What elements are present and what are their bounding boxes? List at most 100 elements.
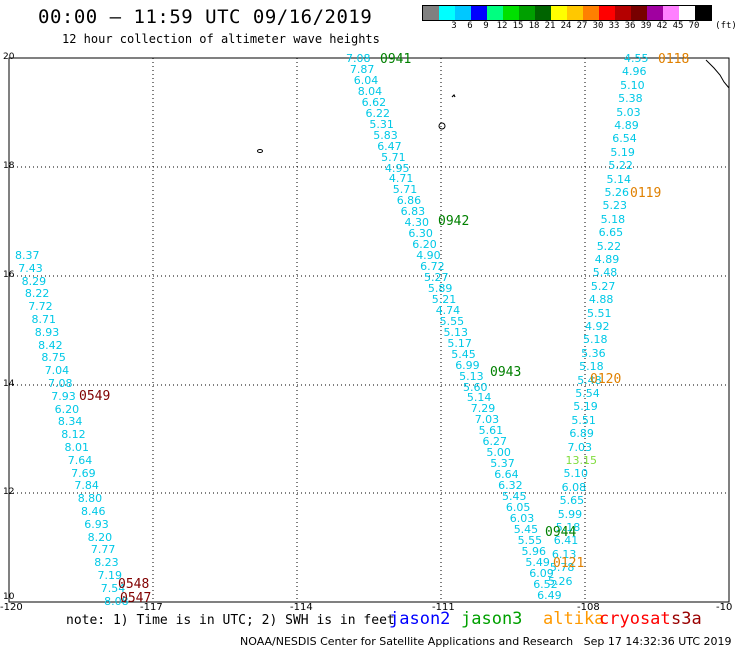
satellite-legend-jason3: jason3: [461, 609, 523, 629]
wave-height-value: 6.41: [553, 534, 579, 548]
wave-height-value: 8.04: [357, 84, 383, 98]
wave-height-value: 5.27: [590, 279, 616, 293]
wave-height-value: 5.13: [443, 325, 469, 339]
wave-height-value: 6.83: [400, 205, 426, 219]
latitude-tick: 10: [3, 592, 15, 602]
wave-height-value: 5.60: [463, 380, 488, 394]
pass-time-label: 0119: [630, 186, 662, 201]
scale-swatch: [663, 6, 679, 20]
wave-height-value: 5.65: [559, 494, 585, 508]
wave-height-value: 4.90: [416, 249, 441, 263]
wave-height-value: 5.19: [610, 145, 635, 159]
latitude-tick: 20: [3, 52, 15, 62]
wave-height-value: 5.36: [581, 346, 606, 360]
longitude-tick: -111: [432, 602, 455, 613]
pass-time-label: 0548: [118, 577, 150, 592]
wave-height-value: 5.03: [616, 105, 641, 119]
island-feature: [451, 93, 456, 98]
wave-height-value: 6.86: [396, 194, 422, 208]
scale-swatch: [695, 6, 711, 20]
wave-height-value: 5.00: [486, 446, 511, 460]
scale-swatch: [631, 6, 647, 20]
wave-height-value: 8.75: [41, 351, 66, 365]
scale-label: 21: [544, 21, 556, 31]
wave-height-value: 6.22: [365, 106, 391, 120]
wave-height-color-scale: [422, 5, 712, 21]
scale-label: 9: [483, 21, 489, 31]
scale-label: 24: [560, 21, 572, 31]
scale-unit: (ft): [715, 21, 737, 31]
wave-height-value: 7.77: [90, 543, 116, 557]
wave-height-value: 7.08: [346, 52, 371, 65]
wave-height-value: 5.23: [602, 199, 628, 213]
wave-height-value: 5.71: [392, 183, 418, 197]
wave-height-value: 6.13: [551, 547, 577, 561]
scale-swatch: [551, 6, 567, 20]
wave-height-value: 7.84: [74, 479, 99, 493]
wave-height-value: 5.19: [573, 400, 598, 414]
wave-height-value: 5.45: [513, 522, 539, 536]
scale-label: 42: [656, 21, 668, 31]
wave-height-value: 5.18: [600, 212, 626, 226]
wave-height-value: 13.15: [565, 454, 598, 467]
longitude-tick: -10: [716, 602, 733, 613]
wave-height-value: 4.95: [385, 161, 410, 175]
wave-height-value: 6.27: [482, 435, 508, 449]
scale-swatch: [439, 6, 455, 20]
wave-height-value: 5.51: [571, 413, 596, 427]
wave-height-value: 4.74: [435, 303, 461, 317]
longitude-tick: -108: [577, 602, 600, 613]
scale-label: 18: [528, 21, 540, 31]
scale-label: 15: [512, 21, 524, 31]
island-feature: [257, 149, 263, 153]
wave-height-value: 4.89: [594, 253, 620, 266]
scale-label: 33: [608, 21, 620, 31]
wave-height-value: 5.14: [466, 391, 492, 405]
wave-height-value: 4.92: [585, 320, 610, 333]
map-frame: [8, 57, 730, 603]
wave-height-value: 8.12: [61, 428, 86, 442]
scale-swatch: [583, 6, 599, 20]
wave-height-value: 8.34: [57, 415, 83, 429]
wave-height-value: 5.18: [579, 360, 604, 374]
wave-height-value: 5.55: [517, 533, 543, 547]
wave-height-value: 4.89: [614, 119, 639, 132]
scale-label: 45: [672, 21, 684, 31]
pass-time-label: 0120: [590, 372, 622, 387]
wave-height-value: 7.08: [48, 377, 73, 390]
wave-height-value: 6.72: [420, 260, 445, 273]
wave-height-value: 5.71: [381, 150, 406, 164]
wave-height-value: 6.20: [54, 402, 80, 416]
longitude-tick: -120: [0, 602, 23, 613]
scale-swatch: [487, 6, 503, 20]
page-subtitle: 12 hour collection of altimeter wave hei…: [62, 32, 380, 46]
wave-height-value: 8.80: [77, 492, 103, 506]
wave-height-value: 5.14: [606, 172, 632, 186]
scale-swatch: [567, 6, 583, 20]
wave-height-value: 8.42: [38, 338, 63, 352]
satellite-legend-s3a: s3a: [671, 609, 702, 629]
wave-height-value: 6.04: [353, 73, 379, 87]
scale-swatch: [615, 6, 631, 20]
wave-height-value: 5.99: [557, 507, 583, 521]
wave-height-value: 5.26: [604, 186, 630, 199]
pass-time-label: 0118: [658, 52, 690, 67]
wave-height-value: 7.72: [28, 300, 53, 314]
wave-height-value: 7.03: [474, 413, 500, 427]
pass-time-label: 0549: [79, 389, 111, 404]
scale-label: 3: [451, 21, 457, 31]
wave-height-value: 6.89: [569, 427, 594, 441]
wave-height-value: 5.26: [548, 574, 573, 588]
scale-label: 30: [592, 21, 604, 31]
wave-height-value: 5.54: [575, 387, 600, 400]
wave-height-value: 6.03: [509, 511, 535, 525]
satellite-legend-altika: altika: [543, 609, 605, 629]
wave-height-value: 5.45: [502, 490, 527, 503]
pass-time-label: 0121: [553, 556, 585, 571]
latitude-tick: 14: [3, 379, 15, 389]
wave-height-value: 6.62: [361, 95, 387, 109]
scale-swatch: [503, 6, 519, 20]
wave-height-value: 5.55: [439, 314, 465, 328]
wave-height-value: 6.65: [598, 226, 624, 240]
page-title: 00:00 – 11:59 UTC 09/16/2019: [38, 6, 373, 28]
